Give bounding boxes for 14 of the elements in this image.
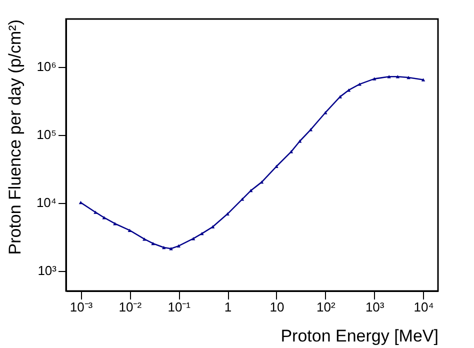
x-tick-label: 10⁴	[414, 300, 434, 314]
y-axis-title: Proton Fluence per day (p/cm²)	[5, 20, 24, 255]
x-tick-label: 10²	[316, 300, 336, 314]
x-tick-label: 1	[224, 300, 232, 314]
y-tick-label: 10⁶	[36, 59, 56, 74]
x-tick-label: 10⁻¹	[168, 300, 192, 314]
y-tick-label: 10⁵	[36, 127, 56, 142]
y-tick-label: 10³	[38, 263, 58, 278]
x-tick-label: 10⁻³	[70, 300, 94, 314]
x-tick-label: 10⁻²	[118, 300, 142, 314]
x-tick-label: 10	[270, 300, 284, 314]
x-axis-title: Proton Energy [MeV]	[280, 326, 438, 346]
y-tick-label: 10⁴	[36, 195, 56, 210]
x-tick-label: 10³	[365, 300, 385, 314]
